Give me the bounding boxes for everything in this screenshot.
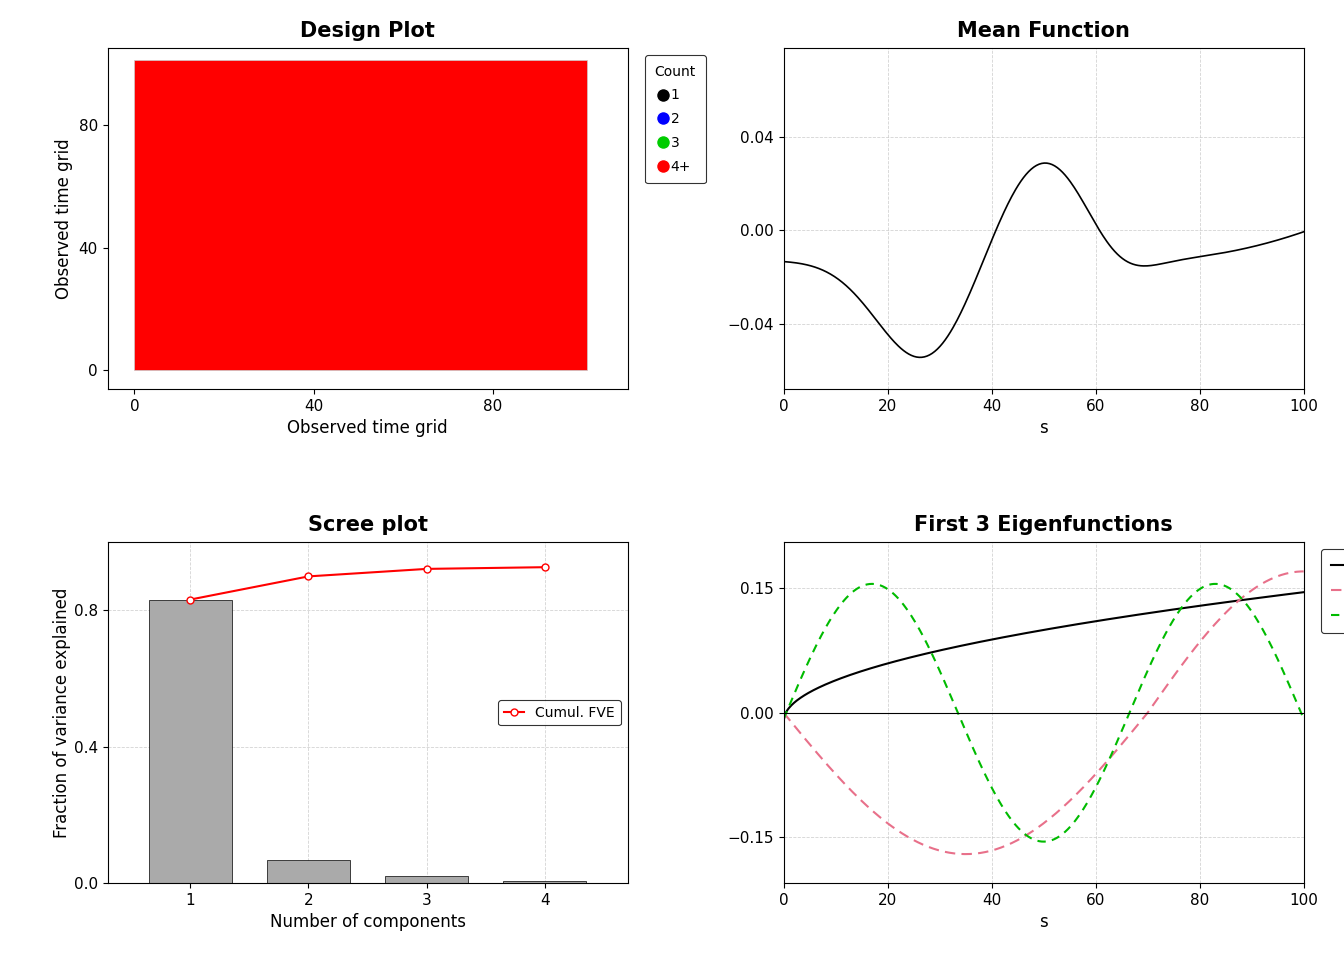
φ₃ <box>1156 631 1172 642</box>
Title: Design Plot: Design Plot <box>300 21 435 41</box>
φ₂ <box>1152 689 1168 701</box>
Line: φ₁: φ₁ <box>784 592 1304 721</box>
Y-axis label: Observed time grid: Observed time grid <box>55 138 73 299</box>
φ₂ <box>958 849 974 860</box>
φ₁ <box>839 671 855 683</box>
Y-axis label: Fraction of variance explained: Fraction of variance explained <box>52 588 71 838</box>
φ₃ <box>946 699 962 710</box>
Bar <box>504 881 586 883</box>
φ₃ <box>775 713 792 725</box>
Title: Mean Function: Mean Function <box>957 21 1130 41</box>
φ₂ <box>1296 565 1312 577</box>
Line: φ₃: φ₃ <box>784 584 1304 842</box>
φ₃ <box>1105 744 1121 756</box>
φ₁ <box>775 715 792 727</box>
X-axis label: Number of components: Number of components <box>270 914 465 931</box>
φ₂ <box>982 845 999 856</box>
φ₃ <box>839 592 855 604</box>
Legend: 1, 2, 3, 4+: 1, 2, 3, 4+ <box>645 55 706 183</box>
φ₃ <box>1035 836 1051 848</box>
X-axis label: Observed time grid: Observed time grid <box>288 420 448 437</box>
Line: φ₂: φ₂ <box>784 571 1304 854</box>
φ₃ <box>864 578 880 589</box>
φ₁ <box>1153 606 1169 617</box>
φ₂ <box>1103 750 1120 761</box>
φ₁ <box>1102 613 1118 625</box>
Title: Scree plot: Scree plot <box>308 516 427 535</box>
φ₂ <box>945 848 961 859</box>
φ₁ <box>1150 606 1167 617</box>
Legend: Cumul. FVE: Cumul. FVE <box>499 700 621 726</box>
φ₂ <box>1154 685 1171 697</box>
φ₃ <box>982 780 999 792</box>
φ₁ <box>945 641 961 653</box>
φ₁ <box>981 635 997 646</box>
Bar <box>267 860 349 883</box>
φ₂ <box>775 707 792 718</box>
X-axis label: s: s <box>1039 914 1048 931</box>
φ₃ <box>1153 636 1169 647</box>
φ₃ <box>1296 713 1312 725</box>
Bar <box>149 600 231 883</box>
Legend: φ₁, φ₂, φ₃: φ₁, φ₂, φ₃ <box>1321 549 1344 633</box>
Bar <box>134 60 587 371</box>
Bar <box>386 876 468 883</box>
X-axis label: s: s <box>1039 420 1048 437</box>
φ₂ <box>839 780 855 791</box>
Title: First 3 Eigenfunctions: First 3 Eigenfunctions <box>914 516 1173 535</box>
φ₁ <box>1296 587 1312 598</box>
